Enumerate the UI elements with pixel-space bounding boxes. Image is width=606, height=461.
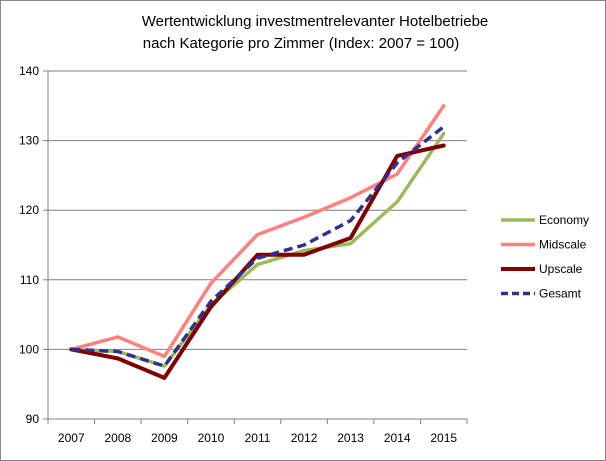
x-tick-label: 2011: [245, 431, 271, 445]
x-tick-label: 2012: [291, 431, 318, 445]
legend-label-gesamt: Gesamt: [539, 287, 582, 301]
series-line-midscale: [69, 104, 446, 359]
legend: Economy Midscale Upscale Gesamt: [501, 213, 589, 301]
x-tick-label: 2009: [151, 431, 178, 445]
legend-label-economy: Economy: [539, 213, 589, 227]
y-axis-tick-labels: 90 100 110 120 130 140: [19, 64, 39, 426]
series-line-gesamt: [71, 125, 445, 368]
x-tick-label: 2015: [430, 431, 457, 445]
chart-title-line-1: Wertentwicklung investmentrelevanter Hot…: [142, 13, 489, 30]
legend-label-midscale: Midscale: [539, 238, 587, 252]
x-tick-label: 2007: [58, 431, 85, 445]
x-tick-label: 2014: [384, 431, 411, 445]
data-series: [69, 104, 446, 380]
legend-label-upscale: Upscale: [539, 262, 583, 276]
gridlines: [48, 70, 467, 420]
y-tick-label: 110: [20, 273, 39, 287]
chart-title: Wertentwicklung investmentrelevanter Hot…: [142, 13, 489, 52]
x-tick-label: 2013: [337, 431, 364, 445]
x-axis-tick-labels: 2007 2008 2009 2010 2011 2012 2013 2014 2015: [58, 431, 457, 445]
y-tick-label: 120: [19, 203, 39, 217]
chart-title-line-2: nach Kategorie pro Zimmer (Index: 2007 =…: [143, 35, 459, 52]
x-tick-label: 2010: [198, 431, 225, 445]
y-tick-label: 140: [19, 64, 39, 78]
series-line-upscale: [69, 143, 446, 380]
y-tick-label: 130: [19, 134, 39, 148]
axes: [43, 70, 468, 424]
x-tick-label: 2008: [104, 431, 131, 445]
y-tick-label: 90: [26, 412, 40, 426]
y-tick-label: 100: [19, 342, 39, 356]
